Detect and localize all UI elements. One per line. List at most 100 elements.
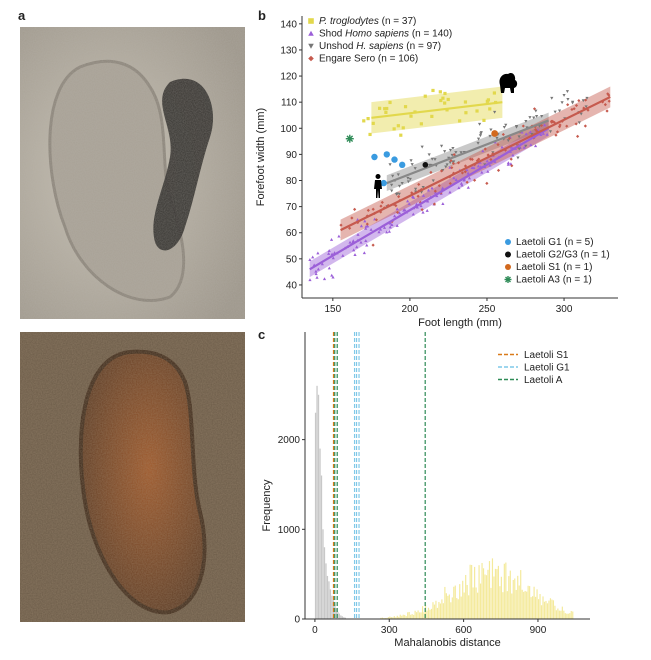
scatter-point: [458, 119, 462, 123]
scatter-point: [415, 205, 419, 209]
x-tick-label: 0: [312, 625, 318, 636]
scatter-point: [352, 248, 356, 252]
histogram-bar-yellow: [557, 608, 559, 619]
scatter-point: [560, 101, 564, 105]
histogram-bar-yellow: [387, 617, 389, 619]
scatter-point: [382, 225, 387, 229]
scatter-point: [378, 227, 383, 231]
scatter-point: [558, 123, 562, 127]
scatter-point: [371, 243, 375, 247]
histogram-bar-yellow: [540, 605, 543, 619]
laetoli-g2g3-point: [422, 162, 429, 168]
scatter-point: [359, 240, 363, 244]
scatter-point: [441, 202, 445, 206]
scatter-point: [426, 188, 431, 192]
scatter-point: [583, 124, 587, 128]
scatter-point: [486, 169, 490, 173]
scatter-point: [489, 157, 493, 162]
x-tick-label: 600: [455, 625, 472, 636]
scatter-point: [341, 254, 345, 257]
scatter-point: [522, 145, 526, 149]
scatter-point: [331, 256, 335, 260]
y-tick-label: 90: [286, 150, 298, 161]
legend-entry: Engare Sero (n = 106): [319, 54, 418, 65]
scatter-point: [351, 239, 355, 243]
y-tick-label: 2000: [278, 435, 301, 446]
scatter-point: [426, 199, 430, 203]
scatter-point: [411, 212, 415, 216]
scatter-point: [477, 122, 482, 126]
histogram-bar-yellow: [386, 617, 388, 619]
histogram-bar-yellow: [500, 576, 502, 619]
scatter-point: [607, 99, 611, 103]
scatter-point: [524, 144, 528, 148]
histogram-bar-yellow: [551, 599, 553, 619]
histogram-bar-yellow: [570, 610, 572, 619]
histogram-bar-yellow: [524, 590, 526, 619]
scatter-point: [316, 267, 320, 271]
histogram-bar-yellow: [567, 613, 569, 619]
scatter-point: [410, 191, 414, 195]
scatter-point: [507, 136, 512, 140]
scatter-point: [480, 170, 484, 174]
histogram-bar-yellow: [526, 591, 528, 619]
histogram-bar-yellow: [546, 603, 549, 619]
scatter-point: [380, 200, 384, 204]
histogram-bar-yellow: [411, 614, 413, 619]
legend-marker: [308, 55, 314, 62]
x-tick-label: 900: [530, 625, 547, 636]
scatter-point: [477, 157, 481, 161]
scatter-point: [421, 193, 426, 197]
histogram-bar-yellow: [453, 586, 455, 619]
scatter-point: [466, 171, 470, 175]
scatter-point: [566, 103, 570, 107]
scatter-point: [540, 115, 544, 118]
scatter-point: [576, 134, 580, 138]
histogram-bar-yellow: [413, 614, 415, 619]
scatter-point: [441, 96, 445, 100]
scatter-point: [449, 158, 453, 163]
histogram-bar-yellow: [463, 592, 465, 619]
scatter-point: [541, 131, 545, 135]
histogram-bar-yellow: [542, 596, 544, 619]
scatter-point: [585, 96, 589, 100]
histogram-bar-yellow: [514, 578, 516, 619]
histogram-bar-yellow: [423, 612, 425, 619]
scatter-point: [388, 221, 392, 225]
histogram-bar-yellow: [395, 617, 397, 619]
scatter-point: [448, 190, 452, 194]
scatter-point: [460, 183, 464, 187]
scatter-point: [362, 119, 366, 123]
scatter-point: [452, 176, 456, 180]
scatter-point: [506, 162, 510, 166]
histogram-bar-grey: [316, 385, 318, 619]
scatter-point: [514, 125, 519, 129]
scatter-point: [406, 180, 411, 184]
histogram-bar-yellow: [439, 603, 442, 619]
histogram-bar-yellow: [552, 600, 555, 619]
histogram-bar-grey: [338, 613, 340, 619]
histogram-bar-yellow: [511, 593, 513, 619]
scatter-point: [388, 163, 392, 167]
scatter-point: [444, 165, 448, 169]
scatter-point: [554, 133, 558, 137]
legend-entry: Laetoli A: [524, 375, 563, 386]
histogram-bar-yellow: [569, 613, 571, 619]
legend-entry: P. troglodytes (n = 37): [319, 16, 416, 27]
scatter-point: [369, 227, 373, 231]
histogram-bar-yellow: [393, 616, 395, 619]
scatter-point: [397, 211, 402, 215]
histogram-bar-yellow: [472, 587, 474, 619]
scatter-point: [489, 128, 493, 132]
scatter-point: [403, 105, 408, 109]
scatter-point: [506, 161, 510, 165]
scatter-point: [465, 168, 469, 172]
histogram-bar-yellow: [520, 570, 522, 619]
histogram-bar-grey: [343, 617, 345, 619]
legend-entry: Laetoli G1 (n = 5): [516, 237, 594, 248]
scatter-point: [509, 145, 513, 149]
scatter-point: [329, 237, 334, 241]
histogram-bar-yellow: [532, 596, 534, 619]
histogram-bar-yellow: [451, 597, 453, 619]
